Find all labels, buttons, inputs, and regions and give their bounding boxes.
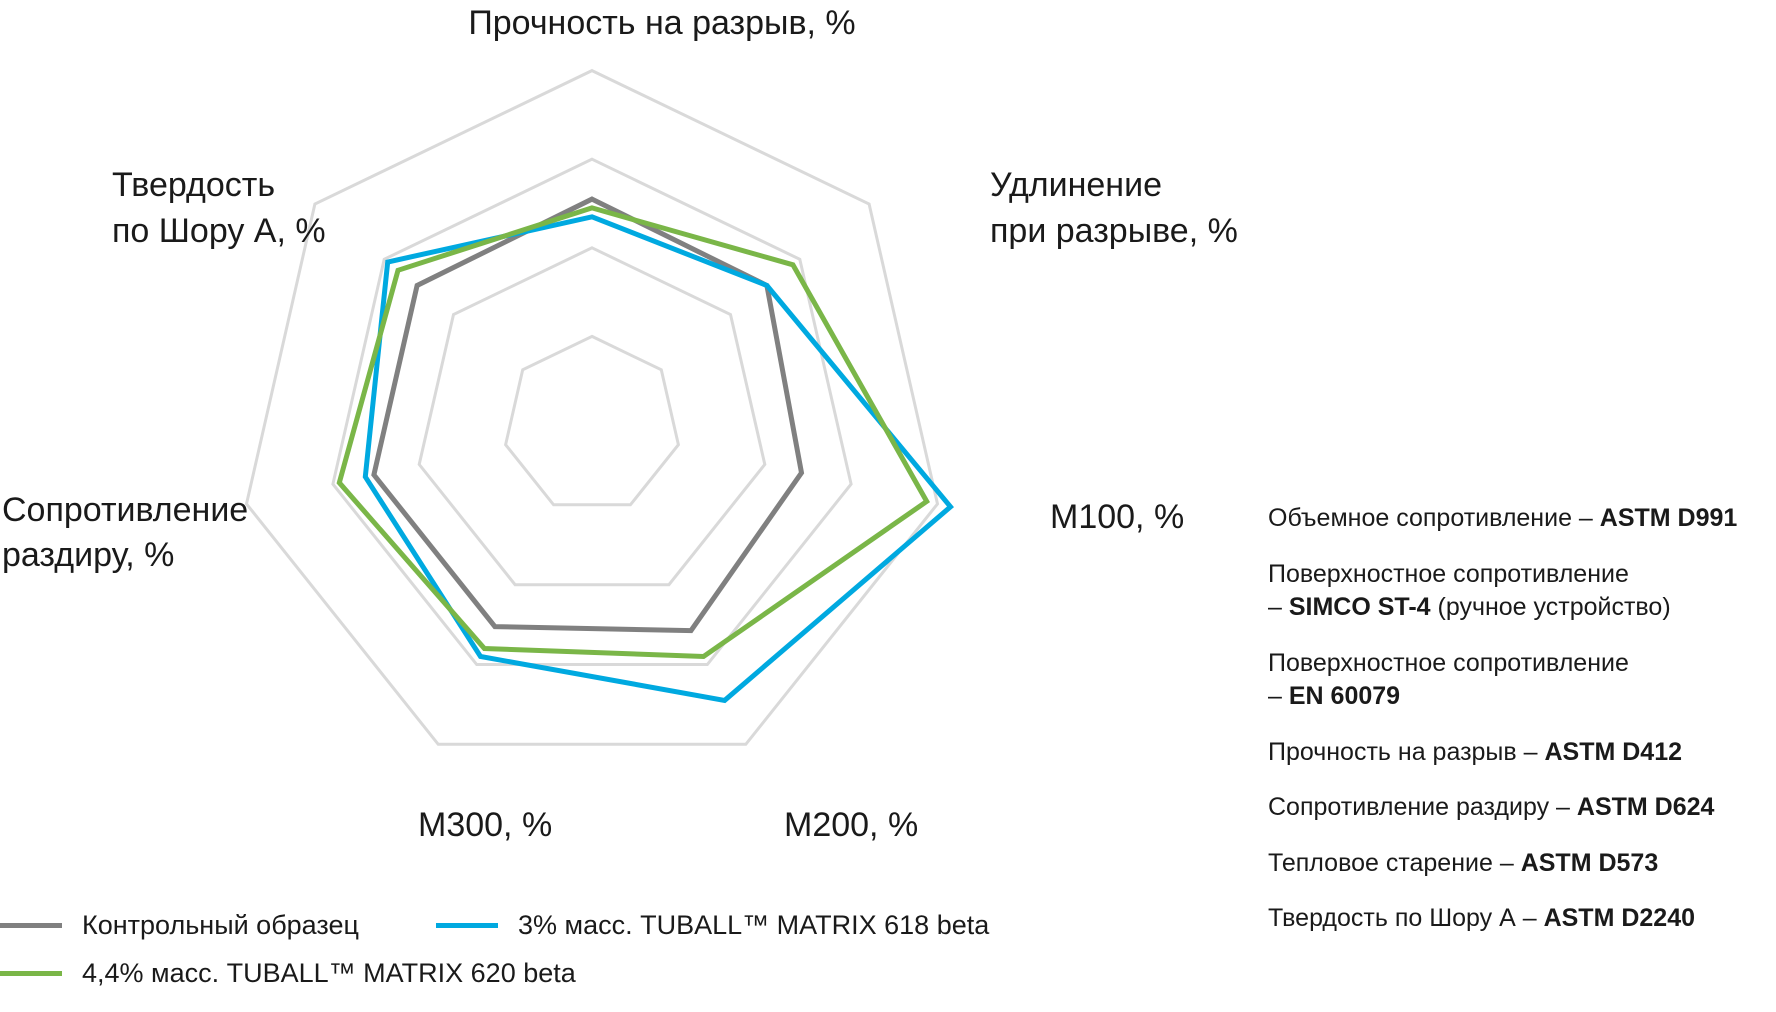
standard-line: Тепловое старение – ASTM D573 xyxy=(1268,847,1768,881)
legend-swatch-tuball-618 xyxy=(436,923,498,928)
standard-item: Поверхностное сопротивление – SIMCO ST-4 … xyxy=(1268,558,1768,625)
axis-label-m100: M100, % xyxy=(1050,498,1184,536)
standard-item: Объемное сопротивление – ASTM D991 xyxy=(1268,502,1768,536)
standard-line: Твердость по Шору А – ASTM D2240 xyxy=(1268,902,1768,936)
legend-swatch-tuball-620 xyxy=(0,971,62,976)
standard-text: – xyxy=(1268,682,1289,710)
standard-code: ASTM D573 xyxy=(1520,848,1659,877)
legend-item-tuball-620: 4,4% масс. TUBALL™ MATRIX 620 beta xyxy=(0,958,576,989)
legend-swatch-control xyxy=(0,923,62,928)
standard-item: Прочность на разрыв – ASTM D412 xyxy=(1268,736,1768,770)
standard-line: – SIMCO ST-4 (ручное устройство) xyxy=(1268,591,1768,625)
axis-label-hardness-line2: по Шору А, % xyxy=(112,212,326,250)
axis-label-m200: M200, % xyxy=(784,806,918,844)
axis-label-tensile: Прочность на разрыв, % xyxy=(468,4,855,42)
axis-label-elongation-line2: при разрыве, % xyxy=(990,212,1238,250)
axis-label-tear-line1: Сопротивление xyxy=(2,491,248,529)
standard-text: Поверхностное сопротивление xyxy=(1268,648,1629,677)
standard-line: Поверхностное сопротивление xyxy=(1268,558,1768,592)
radar-grid xyxy=(244,68,940,746)
standard-line: Объемное сопротивление – ASTM D991 xyxy=(1268,502,1768,536)
standard-code: ASTM D624 xyxy=(1576,793,1715,821)
legend-item-tuball-618: 3% масс. TUBALL™ MATRIX 618 beta xyxy=(436,910,989,941)
standard-item: Твердость по Шору А – ASTM D2240 xyxy=(1268,902,1768,936)
standard-text: Прочность на разрыв – xyxy=(1268,737,1545,766)
standard-code: EN 60079 xyxy=(1288,682,1401,710)
series-line-control xyxy=(371,196,805,634)
grid-ring-2 xyxy=(417,246,767,587)
series-line-tuball-618 xyxy=(362,214,954,704)
standard-item: Тепловое старение – ASTM D573 xyxy=(1268,847,1768,881)
legend-label-control: Контрольный образец xyxy=(82,910,359,940)
legend-label-tuball-618: 3% масс. TUBALL™ MATRIX 618 beta xyxy=(518,910,990,940)
standard-line: – EN 60079 xyxy=(1268,680,1768,714)
test-standards-list: Объемное сопротивление – ASTM D991 Поверх… xyxy=(1268,502,1768,958)
axis-label-m300: M300, % xyxy=(418,806,552,844)
axis-label-elongation-line1: Удлинение xyxy=(990,166,1162,204)
standard-text: Поверхностное сопротивление xyxy=(1268,559,1629,588)
standard-code: SIMCO ST-4 xyxy=(1288,593,1431,621)
standard-text: Объемное сопротивление – xyxy=(1268,504,1600,532)
legend-item-control: Контрольный образец xyxy=(0,910,359,941)
standard-text: Твердость по Шору А – xyxy=(1268,904,1544,932)
radar-series xyxy=(336,196,954,704)
series-line-tuball-620 xyxy=(336,205,930,660)
standard-item: Сопротивление раздиру – ASTM D624 xyxy=(1268,791,1768,825)
standard-code: ASTM D991 xyxy=(1599,504,1738,532)
standard-text: Сопротивление раздиру – xyxy=(1268,793,1577,821)
standard-code: ASTM D2240 xyxy=(1543,904,1696,932)
grid-ring-4 xyxy=(244,68,940,746)
standard-line: Прочность на разрыв – ASTM D412 xyxy=(1268,736,1768,770)
grid-ring-1 xyxy=(503,334,681,507)
standard-line: Сопротивление раздиру – ASTM D624 xyxy=(1268,791,1768,825)
standard-line: Поверхностное сопротивление xyxy=(1268,647,1768,681)
standard-note: (ручное устройство) xyxy=(1430,593,1671,621)
axis-label-hardness-line1: Твердость xyxy=(112,166,275,204)
standard-text: – xyxy=(1268,593,1289,621)
legend-label-tuball-620: 4,4% масс. TUBALL™ MATRIX 620 beta xyxy=(82,958,576,988)
standard-text: Тепловое старение – xyxy=(1268,848,1521,877)
standard-code: ASTM D412 xyxy=(1544,737,1683,766)
axis-label-tear-line2: раздиру, % xyxy=(2,536,174,574)
standard-item: Поверхностное сопротивление – EN 60079 xyxy=(1268,647,1768,714)
grid-ring-3 xyxy=(331,157,853,666)
